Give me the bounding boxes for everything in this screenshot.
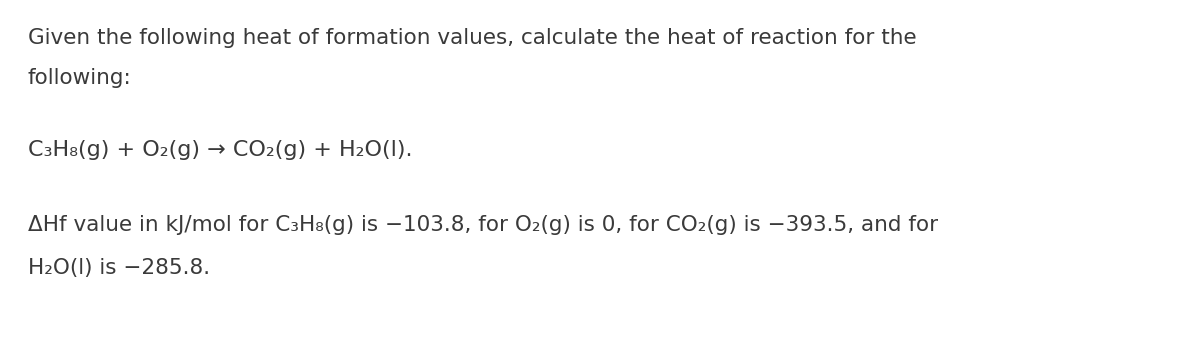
Text: C₃H₈(g) + O₂(g) → CO₂(g) + H₂O(l).: C₃H₈(g) + O₂(g) → CO₂(g) + H₂O(l). [28,140,412,160]
Text: H₂O(l) is −285.8.: H₂O(l) is −285.8. [28,258,210,278]
Text: ΔHf value in kJ/mol for C₃H₈(g) is −103.8, for O₂(g) is 0, for CO₂(g) is −393.5,: ΔHf value in kJ/mol for C₃H₈(g) is −103.… [28,215,938,235]
Text: following:: following: [28,68,131,88]
Text: Given the following heat of formation values, calculate the heat of reaction for: Given the following heat of formation va… [28,28,916,48]
